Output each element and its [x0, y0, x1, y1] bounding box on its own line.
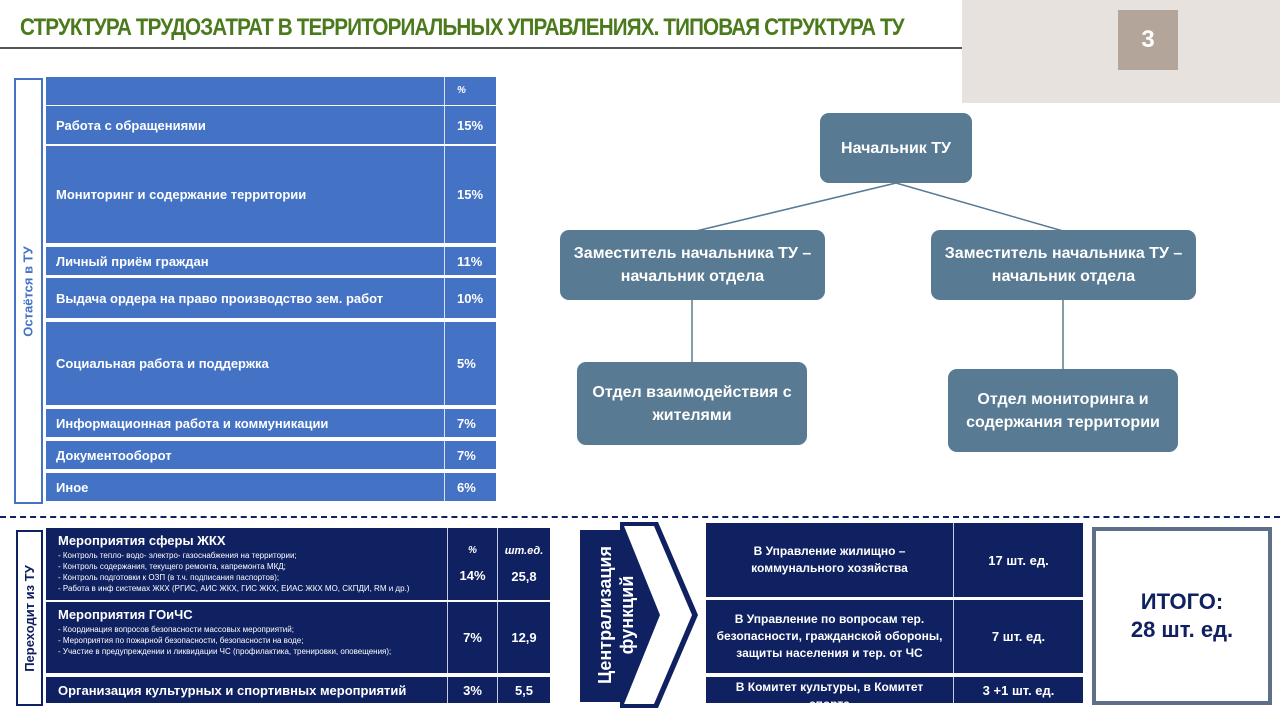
units-header: шт.ед.	[504, 544, 544, 557]
total-label: ИТОГО:	[1140, 589, 1224, 614]
row-name: Работа с обращениями	[56, 117, 206, 133]
org-connectors	[691, 182, 1064, 369]
row-units: 17 шт. ед.	[953, 523, 1083, 597]
centralization-chevron	[580, 522, 698, 708]
row-title: Мероприятия сферы ЖКХ	[58, 533, 226, 548]
centralization-row: В Комитет культуры, в Комитет спорта 3 +1…	[706, 677, 1083, 711]
leaves-row: Организация культурных и спортивных меро…	[46, 677, 550, 703]
row-pct: 7%	[447, 602, 497, 673]
row-name: В Комитет культуры, в Комитет спорта	[735, 680, 924, 711]
section-divider	[0, 516, 1280, 518]
stays-row: Социальная работа и поддержка 5%	[46, 322, 496, 405]
total-box: ИТОГО: 28 шт. ед.	[1092, 527, 1272, 705]
row-pct: 15%	[444, 146, 496, 243]
page-title: СТРУКТУРА ТРУДОЗАТРАТ В ТЕРРИТОРИАЛЬНЫХ …	[20, 14, 905, 41]
row-name: Документооборот	[56, 447, 172, 463]
row-name: Личный приём граждан	[56, 253, 209, 269]
leaves-row: Мероприятия сферы ЖКХ - Контроль тепло- …	[46, 528, 550, 600]
leaves-row: Мероприятия ГОиЧС - Координация вопросов…	[46, 602, 550, 673]
row-pct: 15%	[444, 106, 496, 144]
centralization-label-line: Централизация	[595, 546, 615, 684]
row-units: 7 шт. ед.	[953, 600, 1083, 673]
row-units: 12,9	[497, 602, 550, 673]
row-name: Мониторинг и содержание территории	[56, 187, 307, 202]
org-deputy-right: Заместитель начальника ТУ – начальник от…	[931, 230, 1196, 300]
stays-row: Работа с обращениями 15%	[46, 106, 496, 144]
row-name: Выдача ордера на право производство зем.…	[56, 290, 384, 306]
total-value: 28 шт. ед.	[1130, 617, 1234, 642]
row-item: - Контроль тепло- водо- электро- газосна…	[58, 551, 297, 560]
leaves-label: Переходит из ТУ	[22, 564, 38, 672]
org-head: Начальник ТУ	[820, 113, 972, 183]
row-name: Социальная работа и поддержка	[56, 356, 269, 371]
row-pct: 7%	[444, 409, 496, 437]
stays-row: Иное 6%	[46, 473, 496, 501]
row-pct: 7%	[444, 441, 496, 469]
stays-row: Мониторинг и содержание территории 15%	[46, 146, 496, 243]
centralization-label-line: функций	[617, 575, 637, 655]
centralization-row: В Управление жилищно – коммунального хоз…	[706, 523, 1083, 597]
row-title: Мероприятия ГОиЧС	[58, 607, 193, 622]
leaves-label-box: Переходит из ТУ	[16, 530, 43, 706]
row-units: 25,8	[511, 568, 537, 584]
pct-header: %	[444, 77, 496, 105]
row-item: - Мероприятия по пожарной безопасности, …	[58, 636, 304, 645]
org-dept-left: Отдел взаимодействия с жителями	[577, 362, 807, 445]
page-number: 3	[1118, 10, 1178, 70]
row-pct: 14%	[459, 568, 486, 583]
row-pct: 6%	[444, 473, 496, 501]
row-item: - Участие в предупреждении и ликвидации …	[58, 647, 392, 656]
row-item: - Работа в инф системах ЖКХ (РГИС, АИС Ж…	[58, 584, 410, 593]
row-name: Информационная работа и коммуникации	[56, 415, 329, 431]
row-pct: 11%	[444, 247, 496, 275]
row-item: - Контроль подготовки к ОЗП (в т.ч. подп…	[58, 573, 280, 582]
centralization-row: В Управление по вопросам тер. безопаснос…	[706, 600, 1083, 673]
pct-header: %	[468, 545, 477, 556]
stays-row: Выдача ордера на право производство зем.…	[46, 278, 496, 318]
stays-row: Документооборот 7%	[46, 441, 496, 469]
row-units: 3 +1 шт. ед.	[953, 677, 1083, 703]
row-pct: 10%	[444, 278, 496, 318]
row-name: Иное	[56, 479, 89, 495]
row-item: - Контроль содержания, текущего ремонта,…	[58, 562, 286, 571]
stays-header-row: %	[46, 77, 496, 105]
row-title: Организация культурных и спортивных меро…	[58, 682, 407, 698]
title-divider	[0, 47, 1275, 49]
stays-label-box: Остаётся в ТУ	[14, 78, 43, 504]
row-item: - Координация вопросов безопасности масс…	[58, 625, 294, 634]
org-dept-right: Отдел мониторинга и содержания территори…	[948, 369, 1178, 452]
org-deputy-left: Заместитель начальника ТУ – начальник от…	[560, 230, 825, 300]
row-units: 5,5	[497, 677, 550, 703]
stays-row: Личный приём граждан 11%	[46, 247, 496, 275]
row-pct: 3%	[447, 677, 497, 703]
centralization-label: Централизация функций	[584, 530, 648, 700]
row-name: В Управление жилищно – коммунального хоз…	[751, 544, 908, 575]
row-name: В Управление по вопросам тер. безопаснос…	[716, 612, 943, 660]
row-pct: 5%	[444, 322, 496, 405]
stays-row: Информационная работа и коммуникации 7%	[46, 409, 496, 437]
